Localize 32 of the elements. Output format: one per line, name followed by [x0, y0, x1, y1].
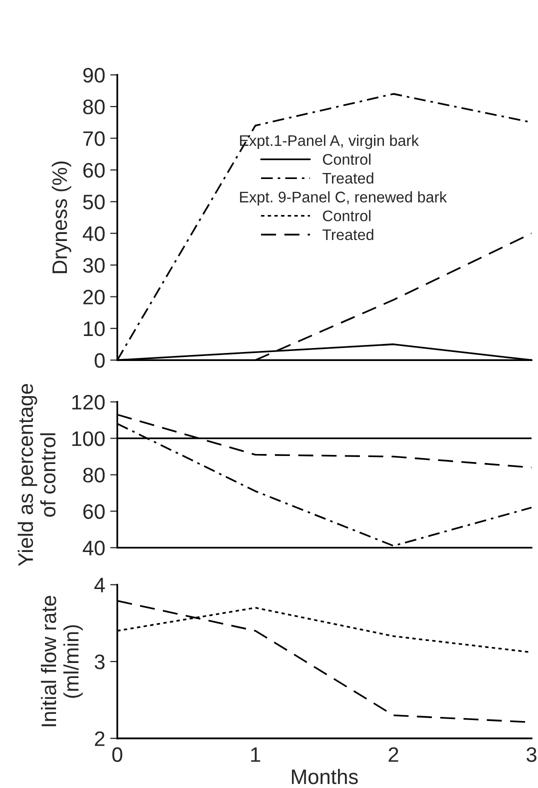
x-tick-label: 1	[251, 747, 260, 762]
y-tick-label: 80	[83, 100, 105, 114]
annotation: Expt.1-Panel A, virgin bark	[240, 134, 419, 150]
legend-label: Treated	[322, 172, 374, 184]
y-axis-title: Yield as percentage of control	[18, 384, 56, 566]
y-tick-label: 60	[83, 504, 105, 519]
y-tick-label: 0	[94, 353, 105, 368]
y-tick-label: 100	[72, 431, 105, 446]
legend-label: Control	[322, 154, 370, 165]
y-axis-title: Dryness (%)	[52, 161, 72, 274]
y-tick-label: 40	[82, 540, 105, 556]
y-tick-label: 80	[83, 468, 105, 483]
y-tick-label: 120	[72, 394, 105, 410]
y-tick-label: 30	[83, 258, 105, 273]
y-tick-label: 90	[83, 68, 105, 83]
y-tick-label: 3	[94, 654, 105, 670]
legend-label: Control	[322, 210, 370, 222]
x-axis-title: Months	[292, 768, 358, 784]
y-tick-label: 4	[94, 578, 105, 592]
y-tick-label: 2	[94, 731, 104, 746]
annotation: Expt. 9-Panel C, renewed bark	[240, 191, 447, 206]
x-tick-label: 2	[388, 747, 398, 762]
y-tick-label: 10	[84, 321, 105, 336]
x-tick-label: 3	[526, 747, 536, 762]
y-axis-title: Initial flow rate (ml/min)	[40, 596, 83, 726]
y-tick-label: 50	[83, 194, 105, 210]
legend-label: Treated	[322, 228, 374, 240]
x-tick-label: 0	[112, 747, 122, 762]
y-tick-label: 20	[83, 290, 105, 304]
y-tick-label: 40	[82, 226, 105, 242]
y-tick-label: 60	[83, 162, 105, 178]
y-tick-label: 70	[83, 131, 105, 146]
